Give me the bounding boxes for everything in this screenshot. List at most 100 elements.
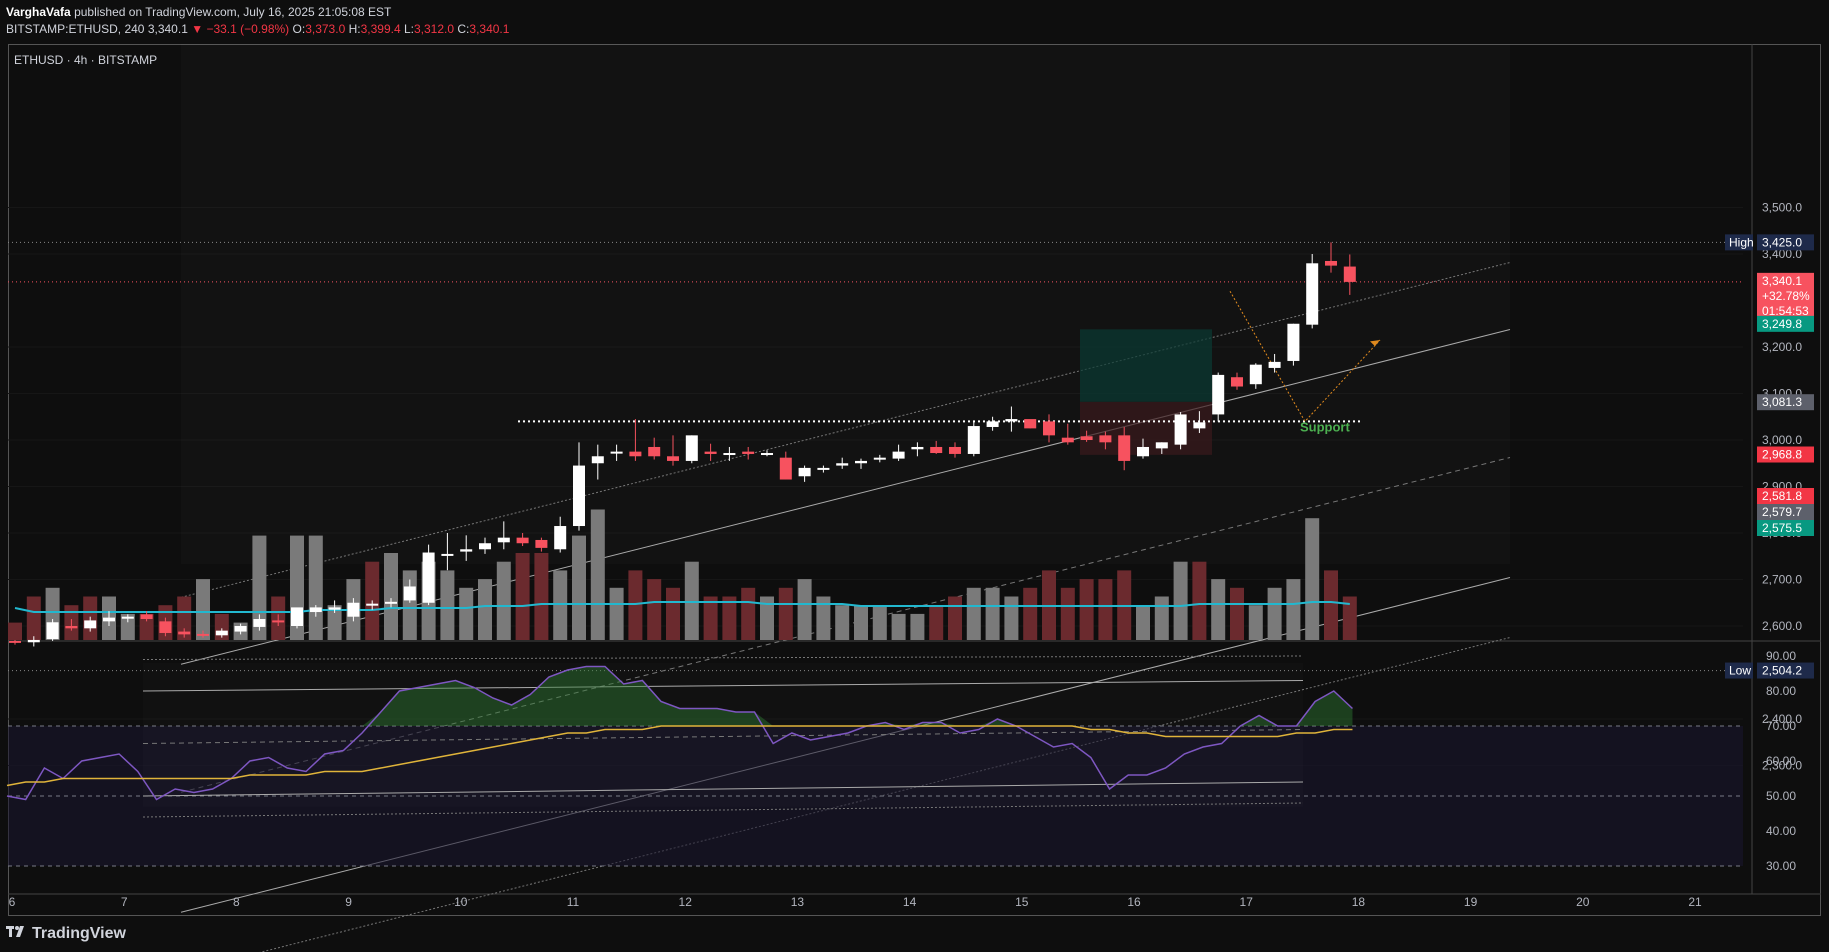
volume-bar — [440, 570, 455, 640]
rsi-channel-shade — [143, 663, 1303, 807]
candle-body — [291, 607, 303, 626]
time-tick-label: 20 — [1576, 895, 1590, 909]
volume-bar — [910, 613, 925, 640]
price-tag-bg — [1757, 394, 1814, 411]
candle-body — [366, 603, 379, 606]
ohlc-bar: BITSTAMP:ETHUSD, 240 3,340.1 ▼ −33.1 (−0… — [6, 22, 509, 36]
rsi-tick-label: 60.00 — [1766, 754, 1796, 768]
rsi-channel-line — [142, 781, 1304, 797]
volume-bar — [797, 579, 812, 640]
candle-body — [441, 553, 454, 556]
volume-bar — [553, 570, 568, 640]
volume-bar — [835, 605, 850, 640]
candle-body — [873, 457, 886, 460]
candle-body — [497, 537, 510, 543]
volume-bar — [966, 587, 981, 640]
price-tick-label: 2,700.0 — [1762, 573, 1802, 587]
candle-body — [1174, 414, 1187, 445]
open-value: 3,373.0 — [305, 22, 346, 36]
time-tick-label: 16 — [1127, 895, 1141, 909]
volume-bar — [1173, 561, 1188, 640]
candle-body — [986, 421, 999, 427]
volume-bar — [496, 561, 511, 640]
volume-bar — [1060, 587, 1075, 640]
rsi-tick-label: 30.00 — [1766, 859, 1796, 873]
tradingview-logo-icon — [6, 924, 28, 943]
price-tag-value: 2,581.8 — [1762, 489, 1802, 503]
close-value: 3,340.1 — [469, 22, 510, 36]
channel-line — [180, 261, 1511, 598]
candle-body — [1193, 422, 1206, 429]
time-tick-label: 19 — [1464, 895, 1478, 909]
rsi-tick-label: 50.00 — [1766, 789, 1796, 803]
time-tick-label: 13 — [791, 895, 805, 909]
volume-bar — [26, 596, 41, 640]
volume-bar — [778, 587, 793, 640]
candle-body — [121, 616, 134, 619]
price-tick-label: 3,000.0 — [1762, 433, 1802, 447]
rsi-overbought-fill — [7, 666, 1353, 726]
candle-body — [1306, 263, 1319, 325]
author[interactable]: VarghaVafa — [6, 5, 71, 19]
down-arrow-icon: ▼ — [191, 22, 204, 36]
volume-bar — [572, 535, 586, 640]
time-tick-label: 15 — [1015, 895, 1029, 909]
candle-body — [1099, 435, 1112, 443]
price-tag-value: +32.78% — [1762, 289, 1810, 303]
chart-frame[interactable] — [8, 44, 1821, 916]
candle-body — [178, 631, 191, 635]
price-tag-title-bg — [1725, 662, 1753, 679]
volume-bar — [384, 553, 398, 640]
candle-body — [403, 586, 416, 601]
price-tag-bg — [1757, 302, 1814, 319]
candle-body — [1043, 421, 1055, 436]
candle-body — [779, 457, 792, 480]
candle-body — [1287, 323, 1300, 361]
price-tag-bg — [1757, 272, 1814, 289]
support-label: Support — [1300, 420, 1350, 435]
candle-body — [1005, 419, 1018, 422]
volume-bar — [196, 579, 210, 640]
candle-body — [1249, 364, 1262, 385]
volume-bar — [1342, 596, 1357, 640]
price-tag-bg — [1757, 488, 1814, 504]
price-tag-bg — [1757, 446, 1814, 463]
volume-bar — [308, 535, 323, 640]
rsi-channel-line — [142, 802, 1304, 818]
volume-bar — [948, 596, 962, 640]
candle-body — [422, 552, 435, 603]
volume-bar — [854, 605, 868, 640]
volume-bar — [1136, 605, 1150, 640]
low-label: L: — [403, 22, 414, 36]
price-tag-title: Low — [1729, 664, 1751, 678]
candle-body — [629, 451, 642, 457]
candle-body — [9, 640, 21, 643]
volume-bar — [703, 596, 718, 640]
candle-body — [1118, 435, 1131, 461]
price-tag-value: 3,425.0 — [1762, 235, 1802, 249]
high-value: 3,399.4 — [360, 22, 401, 36]
last-price: 3,340.1 — [147, 22, 188, 36]
time-tick-label: 11 — [567, 895, 580, 909]
price-tag-bg — [1757, 315, 1814, 332]
time-tick-label: 9 — [345, 895, 352, 909]
volume-bar — [1192, 561, 1207, 640]
projection-path — [1229, 290, 1381, 423]
price-tag-value: 01:54:53 — [1762, 304, 1809, 318]
price-tick-label: 2,600.0 — [1762, 619, 1802, 633]
symbol: BITSTAMP:ETHUSD, 240 — [6, 22, 145, 36]
volume-bar — [478, 579, 492, 640]
candle-body — [272, 620, 285, 623]
volume-bar — [8, 622, 22, 640]
candle-body — [27, 639, 40, 643]
volume-bar — [929, 605, 944, 640]
candle-body — [309, 607, 322, 613]
candle-body — [1080, 436, 1093, 440]
volume-bar — [666, 587, 680, 640]
candle-body — [1343, 266, 1356, 282]
candle-body — [591, 456, 604, 464]
price-tag-title: High — [1729, 235, 1754, 249]
price-tag-bg — [1757, 504, 1814, 520]
candle-body — [911, 446, 924, 450]
